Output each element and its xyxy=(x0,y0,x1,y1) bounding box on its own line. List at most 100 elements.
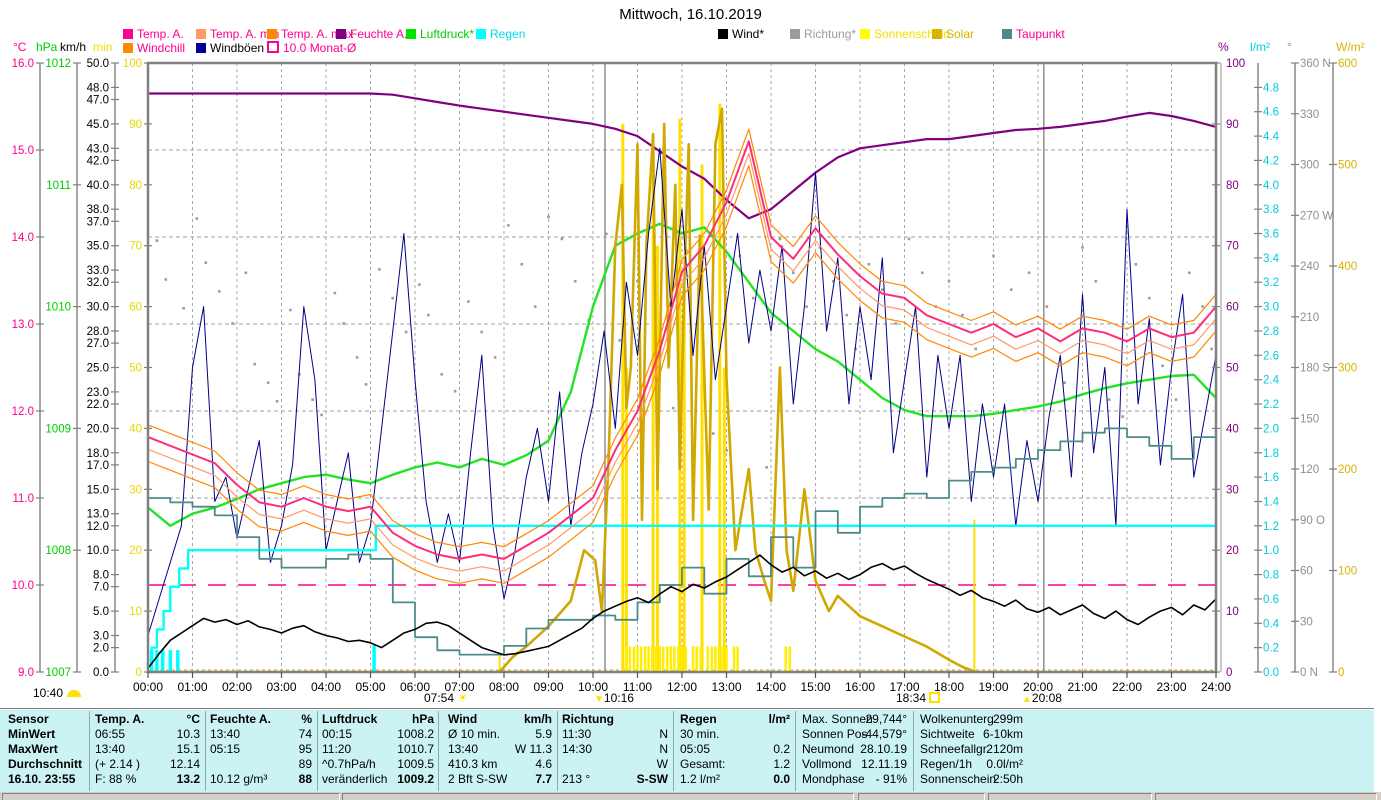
svg-text:07:00: 07:00 xyxy=(444,680,474,694)
svg-text:500: 500 xyxy=(1338,160,1357,172)
svg-text:10.0: 10.0 xyxy=(12,580,34,592)
svg-text:43.0: 43.0 xyxy=(87,143,109,155)
legend-item-temp-a-max: Temp. A. max xyxy=(267,27,354,41)
legend-swatch-icon xyxy=(123,43,133,53)
legend-item-luftdruck-: Luftdruck* xyxy=(406,27,475,41)
info-value: - 91% xyxy=(875,772,907,786)
row-label: Sensor xyxy=(8,712,49,726)
svg-text:02:00: 02:00 xyxy=(222,680,252,694)
row-label: Durchschnitt xyxy=(8,757,83,771)
legend-swatch-icon xyxy=(860,29,870,39)
value-label: 10.12 g/m³ xyxy=(210,772,268,786)
legend-swatch-icon xyxy=(196,43,206,53)
svg-text:2.2: 2.2 xyxy=(1263,399,1279,411)
svg-text:70: 70 xyxy=(1226,241,1239,253)
legend-swatch-icon xyxy=(123,29,133,39)
svg-text:10: 10 xyxy=(129,606,142,618)
svg-text:300: 300 xyxy=(1300,160,1319,172)
axis-header-lm: l/m² xyxy=(1250,40,1270,54)
svg-text:12.0: 12.0 xyxy=(12,406,34,418)
legend-item-taupunkt: Taupunkt xyxy=(1002,27,1065,41)
legend-swatch-icon xyxy=(1002,29,1012,39)
svg-text:5.0: 5.0 xyxy=(93,606,109,618)
time-axis: 00:00 01:00 02:00 03:00 04:00 05:00 06:00 07:00… xyxy=(133,672,1231,694)
table-separator xyxy=(673,711,674,791)
value-label: Ø 10 min. xyxy=(448,727,501,741)
legend-swatch-icon xyxy=(196,29,206,39)
svg-text:22:00: 22:00 xyxy=(1112,680,1142,694)
svg-text:12:00: 12:00 xyxy=(667,680,697,694)
svg-text:00:00: 00:00 xyxy=(133,680,163,694)
svg-text:27.0: 27.0 xyxy=(87,338,109,350)
svg-text:8.0: 8.0 xyxy=(93,570,109,582)
svg-text:80: 80 xyxy=(1226,180,1239,192)
legend-swatch-icon xyxy=(406,29,416,39)
svg-text:09:00: 09:00 xyxy=(533,680,563,694)
moonset-prev-time: 10:40 xyxy=(33,686,64,700)
series-taupunkt xyxy=(148,427,1217,656)
legend-swatch-icon xyxy=(267,29,277,39)
svg-text:08:00: 08:00 xyxy=(489,680,519,694)
svg-text:10:00: 10:00 xyxy=(578,680,608,694)
svg-text:06:00: 06:00 xyxy=(400,680,430,694)
svg-text:10: 10 xyxy=(1226,606,1239,618)
svg-text:90: 90 xyxy=(129,119,142,131)
value: 88 xyxy=(298,772,312,786)
info-value: 6-10km xyxy=(982,727,1023,741)
value: N xyxy=(659,727,668,741)
weather-chart: 16.015.014.013.012.011.010.09.0101210111… xyxy=(12,58,1358,694)
svg-text:10.0: 10.0 xyxy=(87,545,109,557)
svg-text:1012: 1012 xyxy=(45,58,71,70)
sunrise-marker: 07:54 ☀ xyxy=(424,691,468,705)
svg-text:15.0: 15.0 xyxy=(12,145,34,157)
series-solar xyxy=(498,107,977,674)
page-title: Mittwoch, 16.10.2019 xyxy=(619,6,762,23)
value-label: 14:30 xyxy=(562,742,593,756)
legend-item-windb-en: Windböen xyxy=(196,41,264,55)
row-label: MaxWert xyxy=(8,742,58,756)
svg-text:15.0: 15.0 xyxy=(87,484,109,496)
value-label: 11:30 xyxy=(562,727,592,741)
svg-text:23.0: 23.0 xyxy=(87,387,109,399)
legend-item-regen: Regen xyxy=(476,27,525,41)
value: 0.0 xyxy=(773,772,790,786)
svg-text:1.4: 1.4 xyxy=(1263,497,1280,509)
value: 0.2 xyxy=(773,742,790,756)
legend-item-temp-a-min: Temp. A. min xyxy=(196,27,280,41)
value-label: ^0.7hPa/h xyxy=(322,757,376,771)
statusbar-segment xyxy=(1155,793,1377,800)
svg-text:600: 600 xyxy=(1338,58,1357,70)
dir-axis: 360 N 330 300 270 W 240 210 180 S 150 120 90 O 60 3… xyxy=(1291,58,1333,679)
column-header: Regen xyxy=(680,712,717,726)
legend-item-wind-: Wind* xyxy=(718,27,764,41)
legend-item-10-0-monat-: 10.0 Monat-Ø xyxy=(267,41,356,55)
value-label: 2 Bft S-SW xyxy=(448,772,508,786)
info-label: Wolkenunterg xyxy=(920,712,994,726)
value: W 11.3 xyxy=(514,742,552,756)
svg-text:0.6: 0.6 xyxy=(1263,594,1279,606)
svg-text:20: 20 xyxy=(1226,545,1239,557)
value-label: 13:40 xyxy=(448,742,479,756)
status-bar xyxy=(0,792,1381,800)
legend-label: Luftdruck* xyxy=(420,27,475,41)
series-windchill xyxy=(147,165,1217,584)
legend-label: Sonnenschein xyxy=(874,27,951,41)
svg-text:0.0: 0.0 xyxy=(93,667,109,679)
rain-axis: 4.8 4.6 4.4 4.2 4.0 3.8 3.6 3.4 3.2 3.0 2.8 2.6 2.4 2… xyxy=(1254,63,1280,679)
svg-text:47.0: 47.0 xyxy=(87,95,109,107)
table-separator xyxy=(913,711,914,791)
info-value: 28.10.19 xyxy=(860,742,907,756)
value-label: 00:15 xyxy=(322,727,353,741)
svg-text:400: 400 xyxy=(1338,261,1357,273)
series-temp-max xyxy=(147,128,1217,548)
value: 74 xyxy=(298,727,312,741)
svg-text:2.0: 2.0 xyxy=(93,643,109,655)
svg-text:17.0: 17.0 xyxy=(87,460,109,472)
legend-label: Temp. A. max xyxy=(281,27,354,41)
svg-text:18.0: 18.0 xyxy=(87,448,109,460)
legend-label: Temp. A. min xyxy=(210,27,280,41)
arrow-down-icon: ▼ xyxy=(594,694,604,705)
sun-moon-event-lines xyxy=(498,63,1045,672)
